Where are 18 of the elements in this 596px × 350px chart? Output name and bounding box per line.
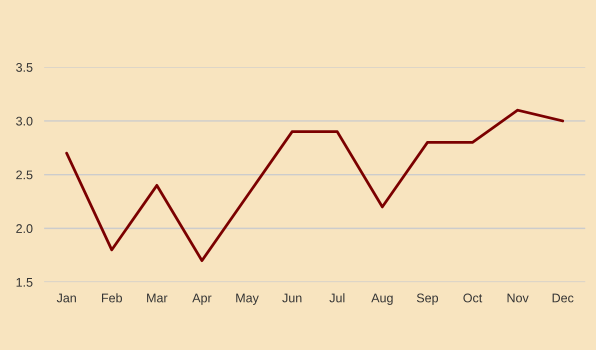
x-tick-label: Jan [56,294,76,302]
y-tick-label: 2.0 [16,224,33,234]
x-tick-label: Jun [282,294,302,302]
x-tick-label: Aug [371,294,393,305]
x-tick-label: Jul [329,293,344,302]
x-tick-label: Dec [552,294,574,302]
x-tick-label: Oct [463,294,482,302]
line-series [65,108,564,262]
y-tick-label: 2.5 [16,170,32,180]
x-tick-label: Mar [147,294,168,302]
x-tick-label: Sep [416,294,438,305]
y-tick-label: 3.5 [16,63,32,72]
x-tick-label: Apr [192,294,212,305]
x-tick-label: Nov [508,294,529,302]
x-tick-label: May [236,294,259,305]
y-tick-label: 1.5 [16,278,32,287]
y-tick-label: 3.0 [16,116,33,126]
x-tick-label: Feb [102,293,122,302]
